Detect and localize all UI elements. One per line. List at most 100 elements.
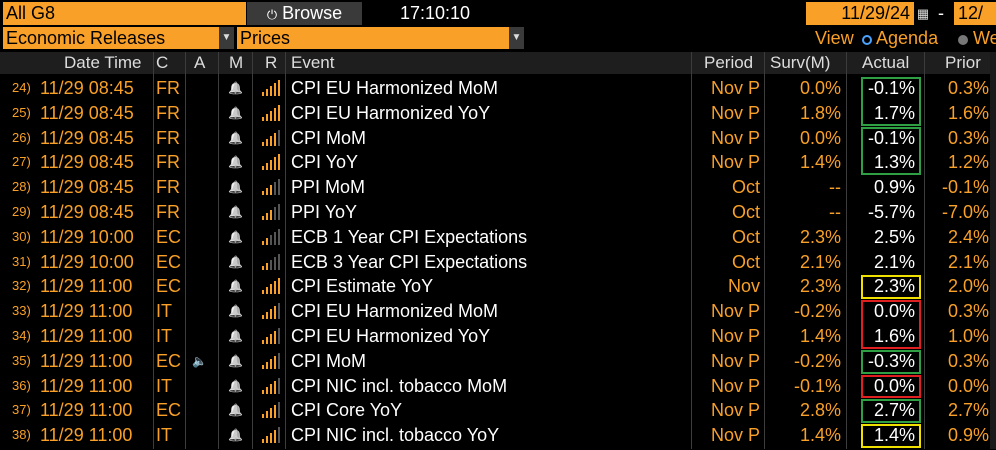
scrollbar[interactable] (990, 52, 996, 449)
col-alert[interactable]: A (194, 53, 206, 72)
bell-icon[interactable]: 🔔 (228, 279, 243, 294)
table-row[interactable]: 25) 11/29 08:45 FR 🔔 CPI EU Harmonized YoY No… (0, 101, 996, 126)
bell-icon[interactable]: 🔔 (228, 428, 243, 443)
view-agenda-option[interactable]: Agenda (862, 27, 938, 49)
event-name[interactable]: CPI YoY (291, 152, 359, 173)
bell-icon[interactable]: 🔔 (228, 329, 243, 343)
actual-value: 2.7% (873, 400, 915, 421)
table-row[interactable]: 35) 11/29 11:00 EC 🔈 🔔 CPI MoM Nov P -0.2% -0.3%… (0, 349, 996, 374)
bell-icon[interactable]: 🔔 (228, 353, 243, 368)
event-datetime: 11/29 08:45 (40, 152, 134, 173)
relevance-bars-icon (262, 150, 280, 177)
col-datetime[interactable]: Date Time (64, 53, 142, 72)
relevance-bars-icon (262, 175, 280, 202)
relevance-bars-icon (262, 349, 280, 376)
col-survey[interactable]: Surv(M) (770, 53, 831, 72)
col-market[interactable]: M (229, 53, 244, 72)
bell-icon[interactable]: 🔔 (228, 254, 243, 269)
table-row[interactable]: 28) 11/29 08:45 FR 🔔 PPI MoM Oct -- 0.9% -0.1% (0, 175, 996, 200)
actual-value: 2.5% (873, 226, 915, 247)
survey-value: 2.1% (799, 251, 841, 272)
bell-icon[interactable]: 🔔 (228, 105, 243, 120)
event-name[interactable]: CPI Estimate YoY (291, 276, 434, 297)
event-name[interactable]: CPI MoM (291, 350, 367, 371)
country-code: EC (156, 400, 182, 421)
event-name[interactable]: CPI NIC incl. tobacco MoM (291, 375, 508, 396)
event-name[interactable]: CPI EU Harmonized MoM (291, 301, 499, 322)
country-code: FR (156, 202, 180, 222)
actual-value: -0.1% (867, 78, 915, 98)
table-row[interactable]: 31) 11/29 10:00 EC 🔔 ECB 3 Year CPI Expectat… (0, 250, 996, 275)
prior-value: -7.0% (941, 202, 989, 222)
country-code: FR (156, 127, 180, 148)
calendar-icon[interactable]: ▦ (916, 6, 930, 21)
event-period: Nov (727, 276, 760, 297)
actual-value: -0.3% (867, 350, 915, 371)
event-name[interactable]: ECB 3 Year CPI Expectations (291, 251, 528, 272)
actual-value: 0.0% (873, 301, 915, 322)
mode-value: Prices (240, 28, 291, 48)
bell-icon[interactable]: 🔔 (228, 180, 243, 195)
event-name[interactable]: CPI EU Harmonized YoY (291, 102, 491, 123)
relevance-bars-icon (262, 76, 280, 103)
bell-icon[interactable]: 🔔 (228, 205, 243, 219)
view-week-option[interactable]: We (958, 27, 996, 49)
event-name[interactable]: CPI EU Harmonized MoM (291, 78, 499, 98)
event-name[interactable]: ECB 1 Year CPI Expectations (291, 226, 528, 247)
bell-icon[interactable]: 🔔 (228, 81, 243, 95)
country-code: FR (156, 177, 180, 198)
table-row[interactable]: 24) 11/29 08:45 FR 🔔 CPI EU Harmonized MoM No… (0, 76, 996, 101)
chevron-down-icon[interactable]: ▼ (509, 27, 524, 49)
event-name[interactable]: CPI EU Harmonized YoY (291, 326, 491, 346)
mode-select[interactable]: Prices ▼ (237, 27, 524, 49)
event-period: Nov P (710, 102, 760, 123)
security-filter-input[interactable]: All G8 (3, 2, 246, 25)
bell-icon[interactable]: 🔔 (228, 304, 243, 319)
event-name[interactable]: CPI Core YoY (291, 400, 403, 421)
survey-value: 2.8% (799, 400, 841, 421)
end-date-input[interactable]: 12/ (954, 2, 996, 25)
event-period: Nov P (710, 326, 760, 346)
event-name[interactable]: PPI YoY (291, 202, 358, 222)
table-row[interactable]: 32) 11/29 11:00 EC 🔔 CPI Estimate YoY Nov 2.3%… (0, 274, 996, 299)
col-relevance[interactable]: R (265, 53, 278, 72)
col-event[interactable]: Event (291, 53, 335, 72)
event-name[interactable]: PPI MoM (291, 177, 366, 198)
table-row[interactable]: 29) 11/29 08:45 FR 🔔 PPI YoY Oct -- -5.7% -7.0% (0, 200, 996, 225)
table-row[interactable]: 26) 11/29 08:45 FR 🔔 CPI MoM Nov P 0.0% -0.1% 0.… (0, 126, 996, 151)
bell-icon[interactable]: 🔔 (228, 229, 243, 244)
row-number: 24) (12, 80, 31, 95)
date-range-separator: - (938, 3, 944, 23)
col-period[interactable]: Period (704, 53, 754, 72)
event-datetime: 11/29 08:45 (40, 127, 134, 148)
table-row[interactable]: 36) 11/29 11:00 IT 🔔 CPI NIC incl. tobacco M… (0, 374, 996, 399)
bell-icon[interactable]: 🔔 (228, 378, 243, 393)
event-name[interactable]: CPI NIC incl. tobacco YoY (291, 425, 500, 446)
col-actual[interactable]: Actual (862, 53, 910, 72)
event-period: Oct (731, 202, 760, 222)
calendar-type-select[interactable]: Economic Releases ▼ (3, 27, 234, 49)
table-row[interactable]: 37) 11/29 11:00 EC 🔔 CPI Core YoY Nov P 2.8% 2.… (0, 398, 996, 423)
bell-icon[interactable]: 🔔 (228, 130, 243, 145)
event-period: Oct (731, 226, 760, 247)
table-row[interactable]: 34) 11/29 11:00 IT 🔔 CPI EU Harmonized YoY No… (0, 324, 996, 349)
bell-icon[interactable]: 🔔 (228, 155, 243, 170)
browse-button[interactable]: ⏻ Browse (247, 2, 362, 25)
col-prior[interactable]: Prior (945, 53, 981, 72)
table-row[interactable]: 30) 11/29 10:00 EC 🔔 ECB 1 Year CPI Expectat… (0, 225, 996, 250)
table-row[interactable]: 38) 11/29 11:00 IT 🔔 CPI NIC incl. tobacco Y… (0, 423, 996, 448)
prior-value: 0.9% (947, 425, 989, 446)
actual-value: 1.6% (873, 326, 915, 346)
event-name[interactable]: CPI MoM (291, 127, 367, 148)
event-period: Nov P (710, 425, 760, 446)
prior-value: 1.0% (947, 326, 989, 346)
actual-value: 1.7% (873, 102, 915, 123)
table-row[interactable]: 33) 11/29 11:00 IT 🔔 CPI EU Harmonized MoM No… (0, 299, 996, 324)
start-date-input[interactable]: 11/29/24 (806, 2, 914, 25)
speaker-icon[interactable]: 🔈 (192, 353, 207, 368)
col-country[interactable]: C (156, 53, 169, 72)
table-row[interactable]: 27) 11/29 08:45 FR 🔔 CPI YoY Nov P 1.4% 1.3% 1.2… (0, 150, 996, 175)
row-number: 28) (12, 179, 31, 195)
chevron-down-icon[interactable]: ▼ (219, 27, 234, 49)
bell-icon[interactable]: 🔔 (228, 403, 243, 418)
